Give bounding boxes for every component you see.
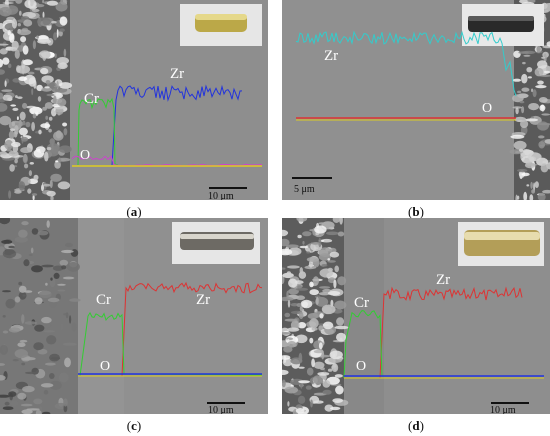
sem-panel-d: Cr Zr O 10 μm: [282, 218, 550, 414]
label-zr-a: Zr: [170, 66, 184, 82]
label-o-b: O: [482, 101, 492, 116]
sem-image-d: Cr Zr O 10 μm: [282, 218, 550, 414]
scale-label-c: 10 μm: [208, 405, 234, 414]
caption-a: (a): [126, 204, 142, 219]
zr-profile-a: [111, 84, 243, 166]
label-zr-d: Zr: [436, 272, 450, 288]
sem-image-a: Cr Zr O 10 μm: [0, 0, 268, 200]
cr-profile-a: [77, 97, 119, 166]
label-o-a: O: [80, 148, 90, 163]
scale-label-b: 5 μm: [294, 184, 315, 195]
label-cr-a: Cr: [84, 91, 99, 107]
zr-profile-d: [379, 286, 523, 379]
sem-image-b: Zr O 5 μm: [282, 0, 550, 200]
label-zr-b: Zr: [324, 48, 338, 64]
label-o-c: O: [100, 359, 110, 374]
sem-image-c: Cr Zr O 10 μm: [0, 218, 268, 414]
o-profile-a: [71, 155, 263, 167]
label-zr-c: Zr: [196, 292, 210, 308]
label-cr-d: Cr: [354, 295, 369, 311]
cr-profile-c: [79, 311, 263, 377]
scale-label-d: 10 μm: [490, 405, 516, 414]
zr-profile-c: [121, 281, 263, 377]
cr-profile-d: [343, 310, 544, 379]
sem-panel-c: Cr Zr O 10 μm: [0, 218, 268, 414]
sem-panel-a: Cr Zr O 10 μm: [0, 0, 268, 200]
caption-d: (d): [408, 418, 424, 433]
scale-label-a: 10 μm: [208, 191, 234, 200]
caption-c: (c): [126, 418, 142, 433]
zr-profile-b: [295, 30, 517, 97]
sem-panel-b: Zr O 5 μm: [282, 0, 550, 200]
label-cr-c: Cr: [96, 292, 111, 308]
label-o-d: O: [356, 359, 366, 374]
caption-b: (b): [408, 204, 424, 219]
